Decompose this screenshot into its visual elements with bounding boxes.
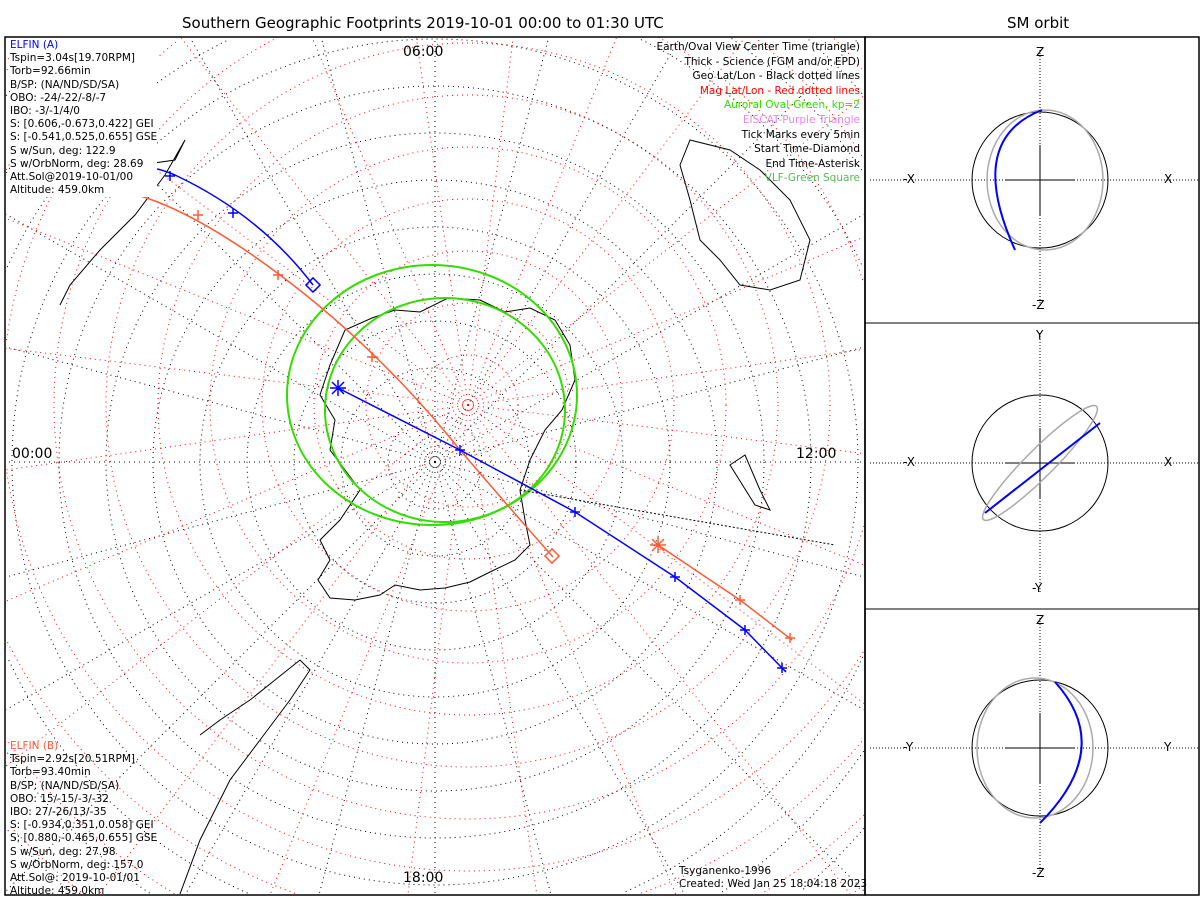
legend-item: Tick Marks every 5min — [741, 128, 860, 141]
auroral-oval — [286, 264, 578, 526]
time-label-bottom: 18:00 — [403, 870, 444, 886]
track-tick-mark — [193, 210, 203, 220]
elfin-a-name: ELFIN (A) — [10, 39, 59, 51]
time-label-left: 00:00 — [12, 446, 53, 462]
track-tick-mark — [165, 171, 175, 181]
elfin-b-info-line: IBO: 27/-26/13/-35 — [10, 806, 107, 819]
elfin-a-info-line: B/SP: (NA/ND/SD/SA) — [10, 78, 120, 91]
new-zealand-coastline — [729, 454, 771, 511]
elfin-b-info-line: Tspin=2.92s[20.51RPM] — [10, 753, 135, 766]
mag-latlon-grid — [5, 37, 865, 895]
time-label-top: 06:00 — [403, 44, 444, 60]
legend-item: Earth/Oval View Center Time (triangle) — [656, 41, 860, 53]
africa-coastline — [179, 659, 311, 895]
track-tick-mark — [740, 625, 750, 635]
elfin-b-info-line: Altitude: 459.0km — [10, 885, 105, 898]
created-label: Created: Wed Jan 25 18:04:18 2023 — [679, 878, 868, 890]
elfin-b-info: ELFIN (B) Tspin=2.92s[20.51RPM] Torb=93.4… — [10, 740, 157, 898]
legend-item: Thick - Science (FGM and/or EPD) — [684, 55, 860, 68]
model-label: Tsyganenko-1996 — [679, 865, 772, 877]
elfin-a-info-line: S: [-0.541,0.525,0.655] GSE — [10, 131, 158, 144]
elfin-b-info-line: Att.Sol@: 2019-10-01/01 — [10, 872, 140, 885]
elfin-a-info-line: Att.Sol@2019-10-01/00 — [10, 171, 133, 184]
track-tick-mark — [367, 352, 377, 362]
legend-item: Geo Lat/Lon - Black dotted lines — [692, 70, 860, 83]
legend-item: Start Time-Diamond — [754, 143, 860, 156]
legend: Earth/Oval View Center Time (triangle) Th… — [656, 40, 860, 186]
orbit-panels — [864, 36, 1200, 896]
elfin-a-info-line: Altitude: 459.0km — [10, 184, 105, 197]
orbit-axis-label-right: X — [1164, 172, 1173, 186]
elfin-b-info-line: S: [0.880,-0.465,0.655] GSE — [10, 832, 158, 845]
legend-item: End Time-Asterisk — [765, 157, 860, 170]
legend-item: Auroral Oval-Green, kp=2 — [723, 99, 860, 112]
orbit-axis-label-bottom: -Z — [1032, 298, 1045, 312]
elfin-a-info-line: S w/Sun, deg: 122.9 — [10, 144, 116, 157]
australia-coastline — [679, 139, 811, 291]
elfin-b-info-line: S w/Sun, deg: 27.98 — [10, 845, 116, 858]
legend-item: EISCAT-Purple Triangle — [742, 113, 860, 126]
elfin-b-info-line: S w/OrbNorm, deg: 157.0 — [10, 858, 144, 871]
orbit-axis-label-bottom: -Y — [1032, 581, 1043, 595]
orbit-axis-label-top: Z — [1036, 613, 1045, 627]
orbit-axis-label-left: -X — [903, 455, 915, 469]
elfin-a-info-line: S: [0.606,-0.673,0.422] GEI — [10, 118, 154, 131]
orbit-axis-label-right: Y — [1164, 740, 1172, 754]
elfin-b-name: ELFIN (B) — [10, 740, 59, 752]
track-tick-mark — [735, 595, 745, 605]
elfin-a-start-diamond — [304, 276, 322, 294]
elfin-b-start-diamond — [543, 547, 561, 565]
elfin-b-info-line: B/SP: (NA/ND/SD/SA) — [10, 779, 120, 792]
orbit-axis-label-top: Y — [1036, 328, 1044, 342]
orbit-title: SM orbit — [1007, 14, 1070, 32]
orbit-axis-label-left: -X — [903, 172, 915, 186]
end-time-asterisk — [650, 537, 666, 553]
elfin-a-info-line: Torb=92.66min — [10, 65, 91, 78]
main-map — [5, 37, 865, 895]
orbit-axis-label-left: -Y — [903, 740, 914, 754]
earth-circle — [971, 679, 1109, 817]
elfin-b-info-line: Torb=93.40min — [10, 766, 91, 779]
end-time-asterisk — [330, 380, 346, 396]
track-tick-mark — [785, 633, 795, 643]
map-title: Southern Geographic Footprints 2019-10-0… — [182, 14, 664, 32]
antarctica-coastline — [317, 297, 576, 601]
view-center-line — [519, 489, 836, 546]
track-tick-mark — [777, 663, 787, 673]
elfin-b-track — [114, 189, 793, 641]
orbit-axis-label-bottom: -Z — [1032, 866, 1045, 880]
track-tick-mark — [455, 445, 465, 455]
coastlines — [59, 139, 811, 895]
legend-item: VLF-Green Square — [764, 172, 860, 185]
elfin-a-info: ELFIN (A) Tspin=3.04s[19.70RPM] Torb=92.6… — [10, 39, 158, 198]
track-tick-mark — [670, 572, 680, 582]
elfin-b-info-line: S: [-0.934,0.351,0.058] GEI — [10, 819, 154, 832]
time-label-right: 12:00 — [796, 446, 837, 462]
track-tick-mark — [570, 507, 580, 517]
track-tick-mark — [273, 270, 283, 280]
legend-item: Mag Lat/Lon - Red dotted lines — [699, 84, 860, 97]
elfin-b-info-line: OBO: 15/-15/-3/-32 — [10, 792, 109, 805]
elfin-a-info-line: IBO: -3/-1/4/0 — [10, 105, 80, 118]
elfin-a-info-line: Tspin=3.04s[19.70RPM] — [10, 52, 135, 65]
earth-circle — [971, 394, 1109, 532]
elfin-a-info-line: OBO: -24/-22/-8/-7 — [10, 91, 107, 104]
orbit-axis-label-top: Z — [1036, 45, 1045, 59]
earth-circle — [971, 111, 1109, 249]
elfin-a-info-line: S w/OrbNorm, deg: 28.69 — [10, 157, 144, 170]
orbit-axis-label-right: X — [1164, 455, 1173, 469]
elfin-a-track — [124, 166, 787, 673]
track-tick-mark — [228, 208, 238, 218]
